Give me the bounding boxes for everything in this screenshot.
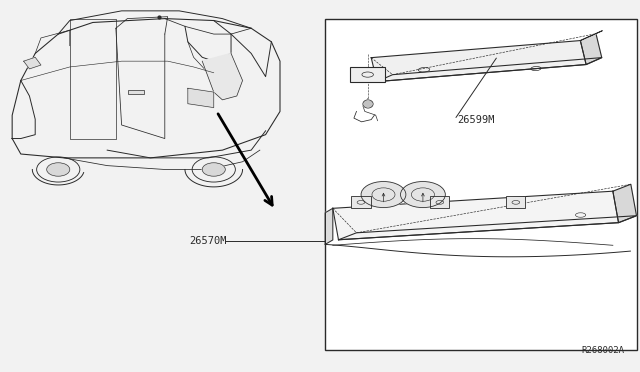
Bar (350, 67, 385, 83)
Polygon shape (377, 58, 602, 81)
Text: R268002A: R268002A (581, 346, 624, 355)
Polygon shape (580, 31, 602, 41)
Bar (351, 196, 371, 208)
Text: 26570M: 26570M (189, 236, 227, 246)
Polygon shape (202, 54, 243, 100)
Polygon shape (613, 184, 637, 223)
Bar (506, 196, 525, 208)
Ellipse shape (363, 100, 373, 108)
Polygon shape (580, 33, 602, 64)
Bar (325, 19, 637, 350)
Circle shape (361, 182, 406, 208)
Bar (128, 90, 143, 94)
Bar (430, 196, 449, 208)
Circle shape (202, 163, 225, 176)
Polygon shape (24, 57, 41, 69)
Circle shape (401, 182, 445, 208)
Polygon shape (325, 208, 333, 244)
Polygon shape (188, 88, 214, 108)
Circle shape (47, 163, 70, 176)
Polygon shape (339, 216, 637, 240)
Polygon shape (333, 191, 618, 240)
Polygon shape (371, 41, 586, 81)
Text: 26599M: 26599M (458, 115, 495, 125)
